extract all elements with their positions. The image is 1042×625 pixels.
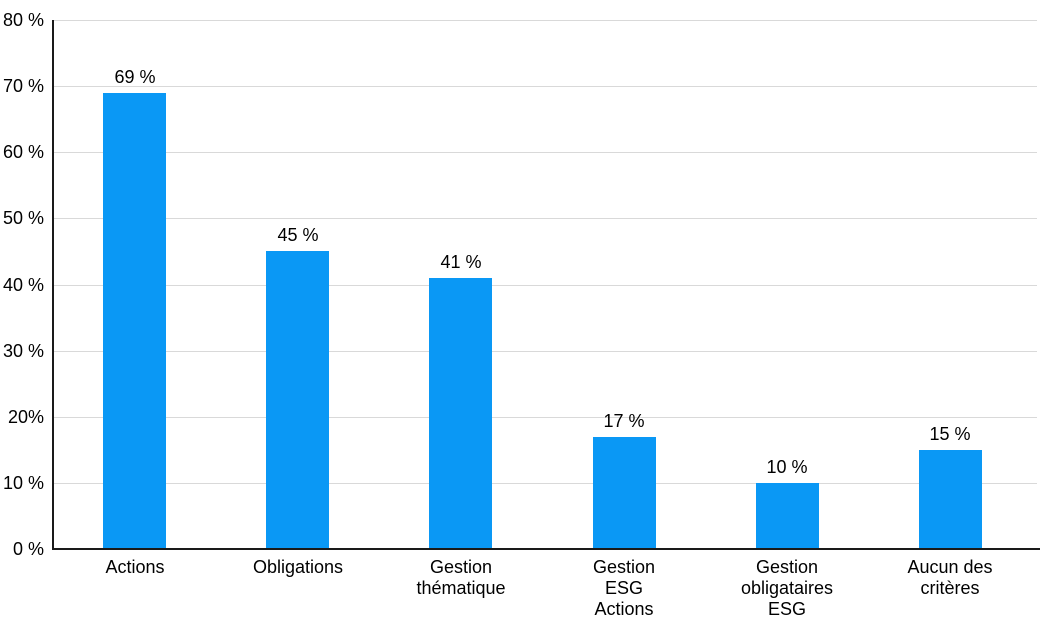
y-axis-tick-label: 10 % <box>2 473 44 493</box>
y-axis-line <box>52 20 54 549</box>
gridline <box>53 351 1037 352</box>
x-axis-category-label-line: Actions <box>105 557 165 577</box>
x-axis-category-label-line: Gestion <box>592 557 656 577</box>
x-axis-category-label: Gestion ESG Actions <box>544 557 704 620</box>
y-axis-tick-label: 40 % <box>2 275 44 295</box>
y-axis-tick-label: 60 % <box>2 142 44 162</box>
gridline <box>53 20 1037 21</box>
x-axis-category-label-line: Gestion <box>755 557 819 577</box>
x-axis-category-label-line: Gestion <box>429 557 493 577</box>
bar <box>593 437 656 548</box>
x-axis-category-label: Obligations <box>218 557 378 578</box>
x-axis-category-label-line: Aucun des <box>907 557 993 577</box>
bar-value-label: 45 % <box>277 225 319 245</box>
x-axis-category-label-line: Obligations <box>252 557 344 577</box>
x-axis-category-label: Gestion obligataires ESG <box>707 557 867 620</box>
gridline <box>53 218 1037 219</box>
gridline <box>53 86 1037 87</box>
y-axis-tick-label: 70 % <box>2 76 44 96</box>
x-axis-category-label: Aucun des critères <box>870 557 1030 599</box>
x-axis-line <box>52 548 1040 550</box>
bar-value-label: 69 % <box>114 67 156 87</box>
x-axis-category-label-line: ESG <box>604 578 643 598</box>
y-axis-tick-label: 50 % <box>2 208 44 228</box>
gridline <box>53 483 1037 484</box>
bar <box>756 483 819 548</box>
gridline <box>53 417 1037 418</box>
bar-value-label: 17 % <box>603 411 645 431</box>
x-axis-category-label-line: ESG <box>767 599 806 619</box>
x-axis-category-label-line: obligataires <box>740 578 834 598</box>
gridline <box>53 285 1037 286</box>
y-axis-tick-label: 20% <box>7 407 44 427</box>
bar-value-label: 15 % <box>929 424 971 444</box>
bar <box>266 251 329 548</box>
x-axis-category-label: Gestion thématique <box>381 557 541 599</box>
bar <box>429 278 492 548</box>
y-axis-tick-label: 0 % <box>12 539 44 559</box>
bar-value-label: 41 % <box>440 252 482 272</box>
bar <box>919 450 982 548</box>
bar <box>103 93 166 548</box>
x-axis-category-label-line: Actions <box>594 599 654 619</box>
bar-value-label: 10 % <box>766 457 808 477</box>
gridline <box>53 152 1037 153</box>
y-axis-tick-label: 80 % <box>2 10 44 30</box>
y-axis-tick-label: 30 % <box>2 341 44 361</box>
x-axis-category-label-line: thématique <box>416 578 506 598</box>
x-axis-category-label-line: critères <box>920 578 980 598</box>
x-axis-category-label: Actions <box>55 557 215 578</box>
